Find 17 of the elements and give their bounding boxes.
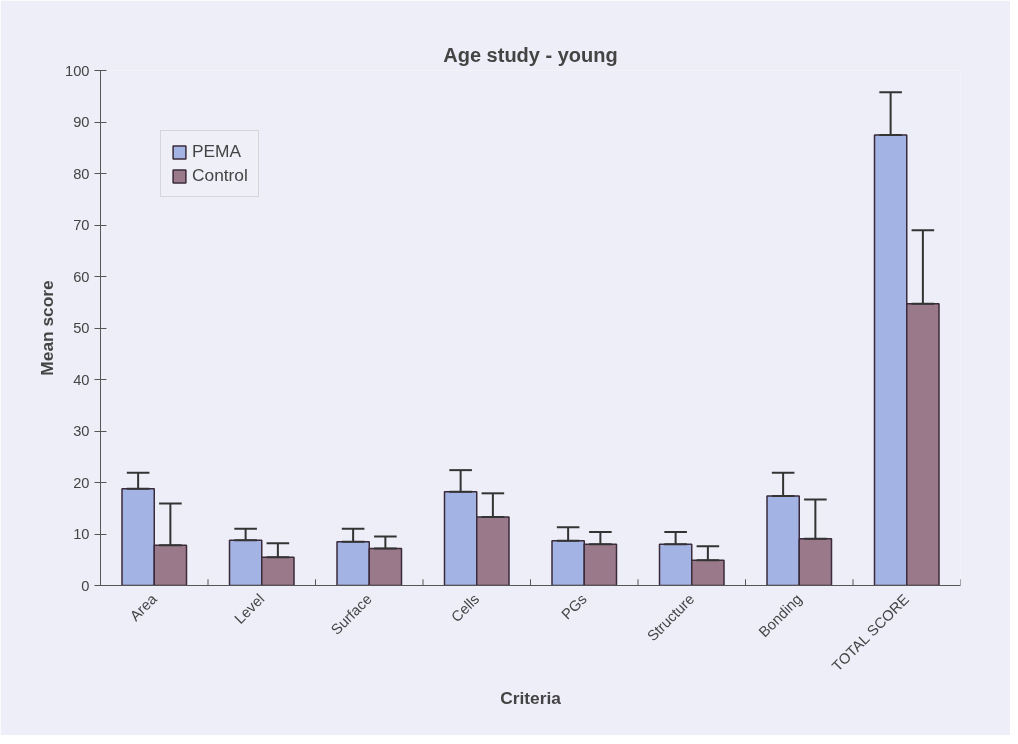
legend-label: Control: [192, 165, 248, 186]
x-axis-title: Criteria: [500, 687, 562, 708]
y-tick-label: 50: [73, 320, 90, 336]
y-tick-label: 0: [81, 577, 90, 594]
y-tick-label: 30: [73, 423, 90, 439]
y-tick-label: 20: [73, 474, 90, 491]
legend-label: PEMA: [192, 141, 242, 162]
y-tick-label: 10: [73, 526, 90, 542]
y-tick-label: 70: [73, 217, 90, 233]
y-tick-label: 90: [73, 114, 90, 130]
y-tick-label: 80: [73, 165, 90, 182]
y-tick-label: 100: [65, 62, 90, 79]
chart-title: Age study - young: [443, 43, 618, 66]
x-tick-label: PGs: [558, 590, 590, 623]
y-axis-title: Mean score: [37, 279, 58, 376]
y-tick-label: 40: [73, 371, 90, 388]
y-tick-label: 60: [73, 268, 90, 285]
